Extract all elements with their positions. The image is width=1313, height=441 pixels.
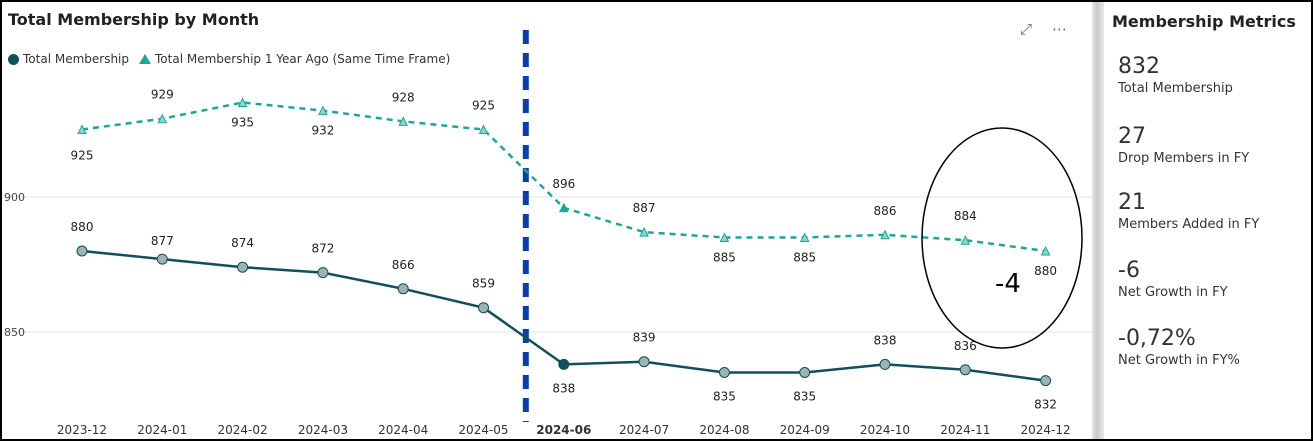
expand-icon[interactable]: ⤢ [1020,20,1033,38]
annotation-ellipse [921,127,1083,349]
point-last-year [639,226,649,237]
chart-title: Total Membership by Month [8,10,260,29]
data-label-total-membership: 866 [392,258,415,272]
metrics-title: Membership Metrics [1112,12,1296,31]
data-label-total-membership: 838 [552,381,575,395]
point-last-year [1040,245,1051,256]
point-total-membership [156,253,168,265]
data-label-last-year: 896 [552,177,575,191]
data-label-last-year: 935 [231,116,254,130]
data-label-last-year: 929 [151,88,174,102]
metric-net-growth: -6 Net Growth in FY [1118,258,1228,302]
point-last-year [398,116,409,126]
point-total-membership [76,245,88,257]
x-tick-label: 2024-10 [860,423,910,437]
point-last-year [478,124,489,134]
point-last-year [960,235,971,245]
chart-legend: Total Membership Total Membership 1 Year… [8,52,450,66]
metric-value: -0,72% [1118,326,1196,351]
data-label-last-year: 885 [793,251,816,265]
legend-triangle-icon [139,54,152,64]
metric-value: -6 [1118,258,1140,283]
metric-label: Net Growth in FY% [1118,353,1240,368]
data-label-total-membership: 835 [713,390,736,404]
x-tick-label: 2024-03 [298,423,348,437]
x-tick-label: 2024-12 [1021,423,1071,437]
point-last-year [799,232,810,242]
data-label-last-year: 928 [392,90,415,104]
legend-label-last-year: Total Membership 1 Year Ago (Same Time F… [155,52,451,66]
data-label-total-membership: 859 [472,277,495,291]
x-tick-label: 2024-02 [218,423,268,437]
data-label-total-membership: 832 [1034,398,1057,412]
data-label-last-year: 884 [954,209,977,223]
data-label-last-year: 887 [633,201,656,215]
point-total-membership [1040,375,1052,387]
metric-label: Members Added in FY [1118,217,1260,232]
data-label-last-year: 885 [713,251,736,265]
point-last-year [558,202,569,213]
y-tick-label: 900 [4,191,25,204]
point-total-membership [397,283,409,295]
legend-circle-icon [8,53,19,65]
data-label-total-membership: 835 [793,390,816,404]
x-tick-label: 2024-07 [619,423,669,437]
data-label-last-year: 925 [71,149,94,163]
data-label-last-year: 932 [311,124,334,138]
metrics-panel: Membership Metrics 832 Total Membership … [1104,2,1309,439]
point-total-membership [558,358,570,370]
data-label-total-membership: 872 [311,242,334,256]
point-total-membership [718,367,730,378]
data-label-last-year: 880 [1034,264,1057,278]
metric-label: Total Membership [1118,81,1233,96]
metric-label: Drop Members in FY [1118,151,1250,166]
point-last-year [318,105,328,116]
metric-total-membership: 832 Total Membership [1118,54,1233,98]
point-total-membership [638,356,650,368]
x-tick-label: 2024-06 [536,423,591,437]
x-tick-label: 2024-05 [458,423,508,437]
chart-panel: 900 850 2023-12 2024-01 2024-02 2024-03 2024-0… [2,2,1092,439]
metric-value: 832 [1118,54,1160,79]
more-options-icon[interactable]: ⋯ [1052,20,1068,38]
x-tick-label: 2024-11 [940,423,990,437]
y-tick-label: 850 [4,326,25,339]
data-label-total-membership: 874 [231,236,254,250]
annotation-text: -4 [995,269,1021,299]
point-total-membership [799,367,811,378]
x-tick-label: 2024-09 [780,423,830,437]
x-tick-label: 2024-04 [378,423,428,437]
data-label-total-membership: 880 [71,220,94,234]
data-label-total-membership: 836 [954,339,977,353]
point-total-membership [879,358,891,370]
metric-label: Net Growth in FY [1118,285,1228,300]
point-total-membership [317,267,329,279]
point-total-membership [959,364,971,376]
x-tick-label: 2024-01 [137,423,187,437]
point-last-year [719,232,730,242]
data-label-last-year: 925 [472,99,495,113]
panel-divider [1092,2,1104,439]
metric-drop-members: 27 Drop Members in FY [1118,124,1249,168]
data-label-total-membership: 838 [874,333,897,347]
visual-header-icons: ⤢ ⋯ [1020,20,1067,38]
point-last-year [157,113,168,124]
point-total-membership [478,302,489,314]
point-last-year [237,97,248,107]
metric-members-added: 21 Members Added in FY [1118,190,1259,234]
legend-label-total-membership: Total Membership [23,52,130,66]
metric-net-growth-percent: -0,72% Net Growth in FY% [1118,326,1240,370]
data-label-total-membership: 877 [151,234,174,248]
metric-value: 27 [1118,124,1146,149]
point-total-membership [237,261,249,273]
line-chart: 900 850 2023-12 2024-01 2024-02 2024-03 2024-0… [2,30,1092,437]
point-last-year [77,124,87,134]
data-label-total-membership: 839 [633,331,656,345]
metric-value: 21 [1118,190,1146,215]
x-tick-label: 2023-12 [57,423,107,437]
data-label-last-year: 886 [874,204,897,218]
x-tick-label: 2024-08 [699,423,749,437]
point-last-year [880,229,890,240]
